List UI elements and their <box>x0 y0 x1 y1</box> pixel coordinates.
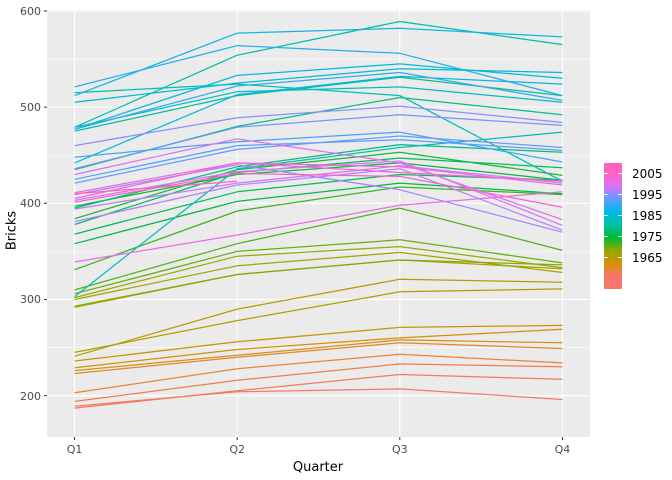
series-line-1966 <box>74 288 563 354</box>
series-line-1987 <box>74 75 563 164</box>
series-line-1975 <box>74 182 563 245</box>
series-line-1984 <box>74 86 563 128</box>
series-line-1970 <box>74 239 563 295</box>
series-line-1961 <box>74 339 563 372</box>
series-line-2005 <box>74 180 238 195</box>
series-line-1990 <box>74 71 563 130</box>
series-line-2003 <box>74 162 563 200</box>
x-tick-label: Q3 <box>391 443 408 456</box>
series-line-1971 <box>74 207 563 291</box>
y-axis-title: Bricks <box>4 210 20 251</box>
series-line-1963 <box>74 324 563 362</box>
series-line-1997 <box>74 168 563 231</box>
series-line-1969 <box>74 259 563 307</box>
series-line-1973 <box>74 151 563 220</box>
series-line-1986 <box>74 63 563 130</box>
y-tick-label: 400 <box>20 197 41 211</box>
x-tick-label: Q4 <box>554 443 571 456</box>
series-line-1994 <box>74 114 563 170</box>
series-line-1962 <box>74 328 563 369</box>
series-line-2002 <box>74 162 563 194</box>
y-tick-label: 600 <box>20 4 41 18</box>
series-line-1988 <box>74 27 563 97</box>
series-line-1968 <box>74 245 563 299</box>
x-tick-label: Q1 <box>66 443 83 456</box>
series-line-2001 <box>74 191 563 263</box>
series-line-1999 <box>74 160 563 226</box>
x-axis-title: Quarter <box>292 460 344 475</box>
series-line-1989 <box>74 44 563 97</box>
series-line-1993 <box>74 135 563 184</box>
series-line-1983 <box>74 131 563 298</box>
series-line-1995 <box>74 105 563 147</box>
series-line-1991 <box>74 131 563 163</box>
y-tick-label: 300 <box>20 293 41 307</box>
x-tick-label: Q2 <box>229 443 246 456</box>
y-tick-label: 500 <box>20 101 41 115</box>
series-line-1957 <box>74 373 563 409</box>
series-line-1960 <box>74 342 563 375</box>
y-tick-label: 200 <box>20 389 41 403</box>
series-line-1958 <box>74 363 563 403</box>
series-line-1974 <box>74 162 563 207</box>
series-line-1964 <box>74 278 563 357</box>
series-line-1959 <box>74 353 563 394</box>
